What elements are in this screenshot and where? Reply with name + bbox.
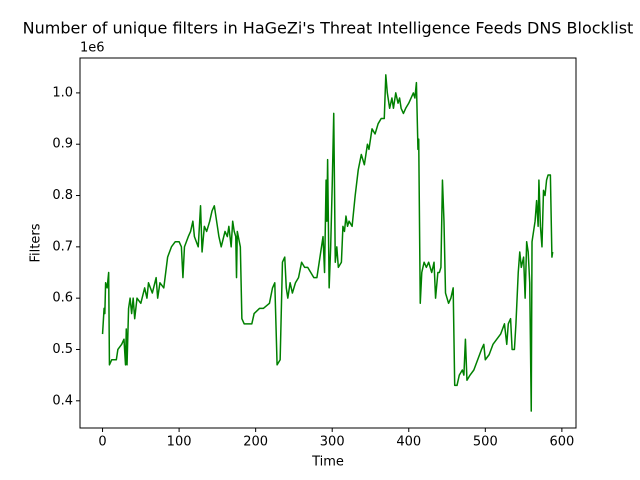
x-tick-label: 100 bbox=[167, 435, 192, 450]
x-tick-label: 400 bbox=[396, 435, 421, 450]
chart-title: Number of unique filters in HaGeZi's Thr… bbox=[23, 19, 634, 38]
y-tick-label: 0.7 bbox=[52, 239, 73, 254]
y-tick-label: 1.0 bbox=[52, 85, 73, 100]
y-tick-label: 0.4 bbox=[52, 393, 73, 408]
y-axis-label: Filters bbox=[29, 223, 44, 262]
plot-frame bbox=[79, 57, 577, 429]
y-tick-label: 0.8 bbox=[52, 188, 73, 203]
x-axis-label: Time bbox=[311, 455, 344, 470]
x-tick-label: 200 bbox=[243, 435, 268, 450]
y-offset-label: 1e6 bbox=[80, 41, 105, 56]
data-line bbox=[101, 74, 554, 412]
x-tick-label: 500 bbox=[473, 435, 498, 450]
x-tick-label: 0 bbox=[98, 435, 106, 450]
y-tick-label: 0.9 bbox=[52, 137, 73, 152]
y-tick-label: 0.6 bbox=[52, 291, 73, 306]
x-tick-label: 600 bbox=[549, 435, 574, 450]
x-tick-label: 300 bbox=[320, 435, 345, 450]
y-tick-label: 0.5 bbox=[52, 342, 73, 357]
